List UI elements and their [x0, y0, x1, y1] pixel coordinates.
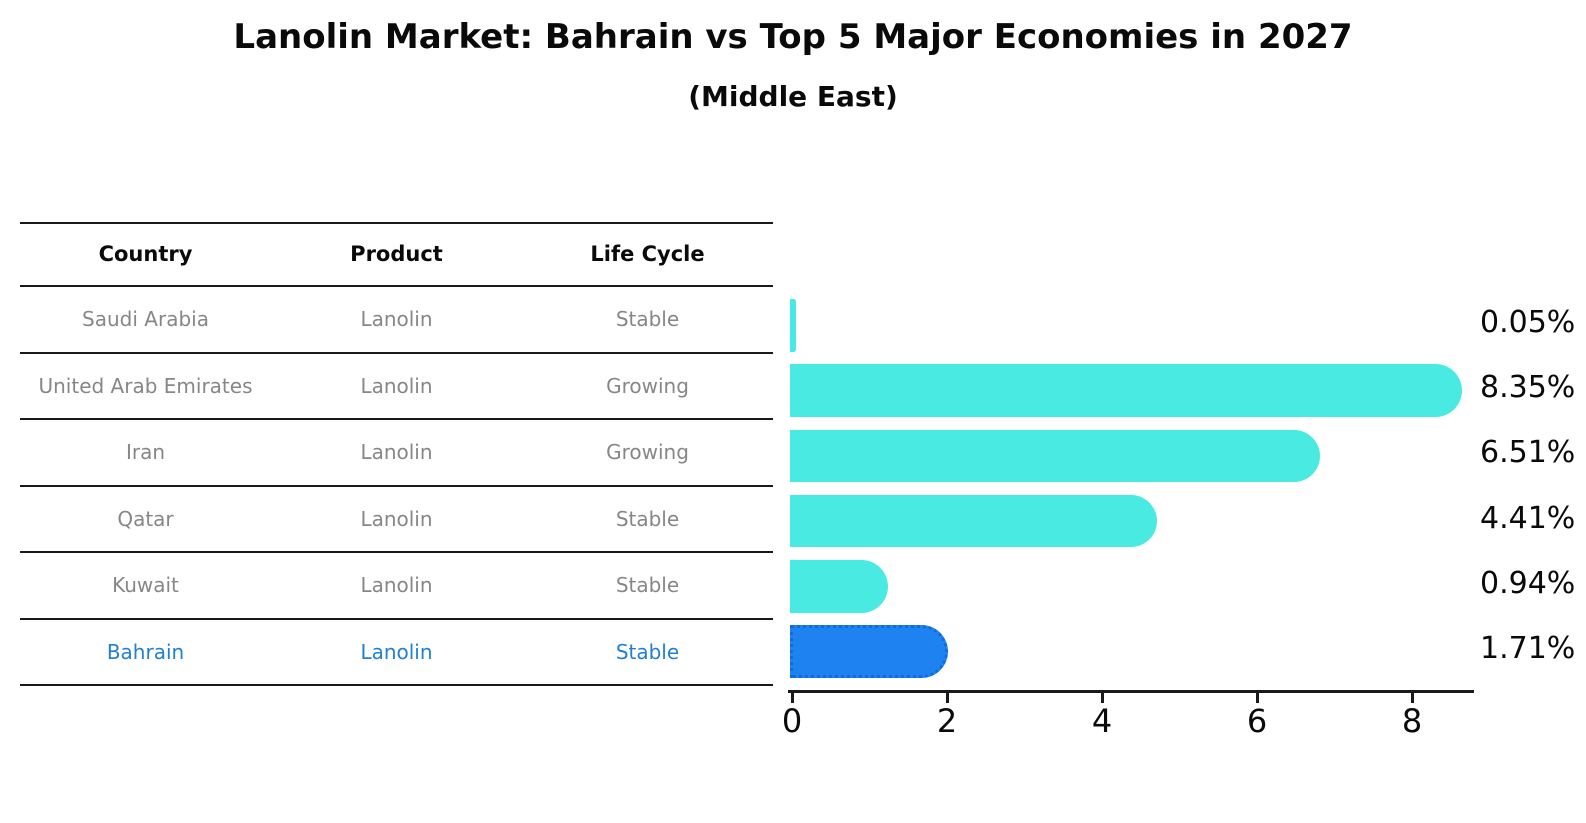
- cell-product: Lanolin: [360, 307, 433, 332]
- comparison-table: Country Product Life Cycle Saudi Arabia L…: [20, 222, 773, 686]
- comparison-table-body: Saudi Arabia Lanolin Stable United Arab Emi…: [20, 287, 773, 686]
- x-axis-tick-8: [1410, 693, 1414, 703]
- cell-product: Lanolin: [360, 573, 433, 598]
- x-axis-tick-label-6: 6: [1246, 702, 1268, 740]
- bar-qatar: [790, 494, 1157, 548]
- x-axis-tick-4: [1100, 693, 1104, 703]
- value-label-bahrain: 1.71%: [1480, 631, 1576, 666]
- page-title: Lanolin Market: Bahrain vs Top 5 Major E…: [233, 17, 1353, 57]
- table-row-iran: Iran Lanolin Growing: [20, 420, 773, 487]
- bar-bahrain: [790, 625, 948, 678]
- table-header-row: Country Product Life Cycle: [20, 224, 773, 287]
- column-header-life-cycle: Life Cycle: [590, 241, 705, 266]
- bar-saudi-arabia: [790, 299, 796, 352]
- x-axis-tick-0: [790, 693, 794, 703]
- cell-life-cycle: Growing: [606, 440, 689, 465]
- cell-country: Bahrain: [106, 639, 185, 664]
- cell-country: United Arab Emirates: [38, 373, 253, 398]
- cell-life-cycle: Stable: [615, 573, 680, 598]
- x-axis-tick-2: [945, 693, 949, 703]
- cell-country: Kuwait: [112, 573, 179, 598]
- table-row-kuwait: Kuwait Lanolin Stable: [20, 553, 773, 620]
- value-label-qatar: 4.41%: [1480, 500, 1576, 536]
- x-axis-tick-label-8: 8: [1401, 702, 1423, 740]
- cell-life-cycle: Stable: [615, 639, 680, 664]
- x-axis-tick-label-2: 2: [936, 702, 958, 740]
- cell-product: Lanolin: [360, 440, 433, 465]
- bar-kuwait: [790, 560, 888, 613]
- value-label-united-arab-emirates: 8.35%: [1480, 370, 1576, 405]
- table-row-qatar: Qatar Lanolin Stable: [20, 487, 773, 553]
- value-label-iran: 6.51%: [1480, 435, 1576, 471]
- table-row-united-arab-emirates: United Arab Emirates Lanolin Growing: [20, 354, 773, 420]
- column-header-country: Country: [98, 241, 193, 266]
- value-label-kuwait: 0.94%: [1480, 565, 1576, 601]
- table-row-bahrain: Bahrain Lanolin Stable: [20, 620, 773, 686]
- cell-life-cycle: Stable: [615, 506, 680, 531]
- x-axis-tick-label-4: 4: [1091, 702, 1113, 740]
- cell-country: Qatar: [117, 506, 174, 531]
- bar-iran: [790, 429, 1320, 482]
- cell-life-cycle: Stable: [615, 307, 680, 332]
- x-axis-tick-label-0: 0: [781, 702, 803, 740]
- bar-united-arab-emirates: [790, 364, 1463, 417]
- cell-life-cycle: Growing: [606, 373, 689, 398]
- cell-product: Lanolin: [360, 373, 433, 398]
- cell-country: Iran: [125, 440, 166, 465]
- column-header-product: Product: [350, 241, 443, 266]
- cell-product: Lanolin: [360, 639, 433, 664]
- x-axis-tick-6: [1255, 693, 1259, 703]
- cell-country: Saudi Arabia: [82, 307, 209, 332]
- table-row-saudi-arabia: Saudi Arabia Lanolin Stable: [20, 287, 773, 354]
- value-label-saudi-arabia: 0.05%: [1480, 304, 1576, 340]
- x-axis-line: [788, 690, 1474, 693]
- page-subtitle: (Middle East): [688, 80, 898, 113]
- cell-product: Lanolin: [360, 506, 433, 531]
